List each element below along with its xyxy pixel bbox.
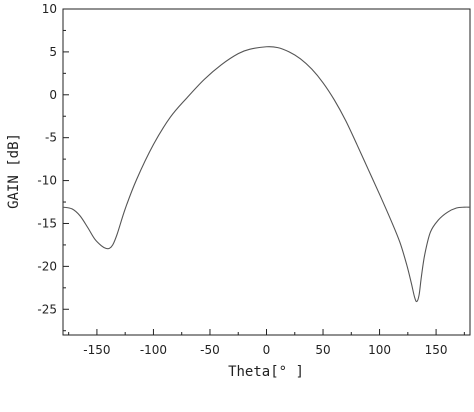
x-tick-label: 100: [368, 343, 391, 357]
y-tick-label: -10: [37, 174, 57, 188]
y-tick-label: -5: [45, 131, 57, 145]
y-tick-label: 10: [42, 2, 57, 16]
gain-series-line: [62, 46, 471, 303]
x-tick-label: 50: [315, 343, 330, 357]
y-axis-title: GAIN [dB]: [6, 133, 22, 209]
y-tick-label: -15: [37, 216, 57, 230]
y-tick-label: -20: [37, 259, 57, 273]
plot-frame: [62, 8, 471, 336]
x-tick-label: -150: [83, 343, 110, 357]
x-axis-title: Theta[° ]: [228, 364, 304, 380]
y-tick-label: 5: [49, 45, 57, 59]
x-tick-label: 0: [263, 343, 271, 357]
x-tick-label: -50: [200, 343, 220, 357]
x-tick-label: -100: [140, 343, 167, 357]
x-tick-label: 150: [425, 343, 448, 357]
y-tick-label: -25: [37, 302, 57, 316]
y-tick-label: 0: [49, 88, 57, 102]
